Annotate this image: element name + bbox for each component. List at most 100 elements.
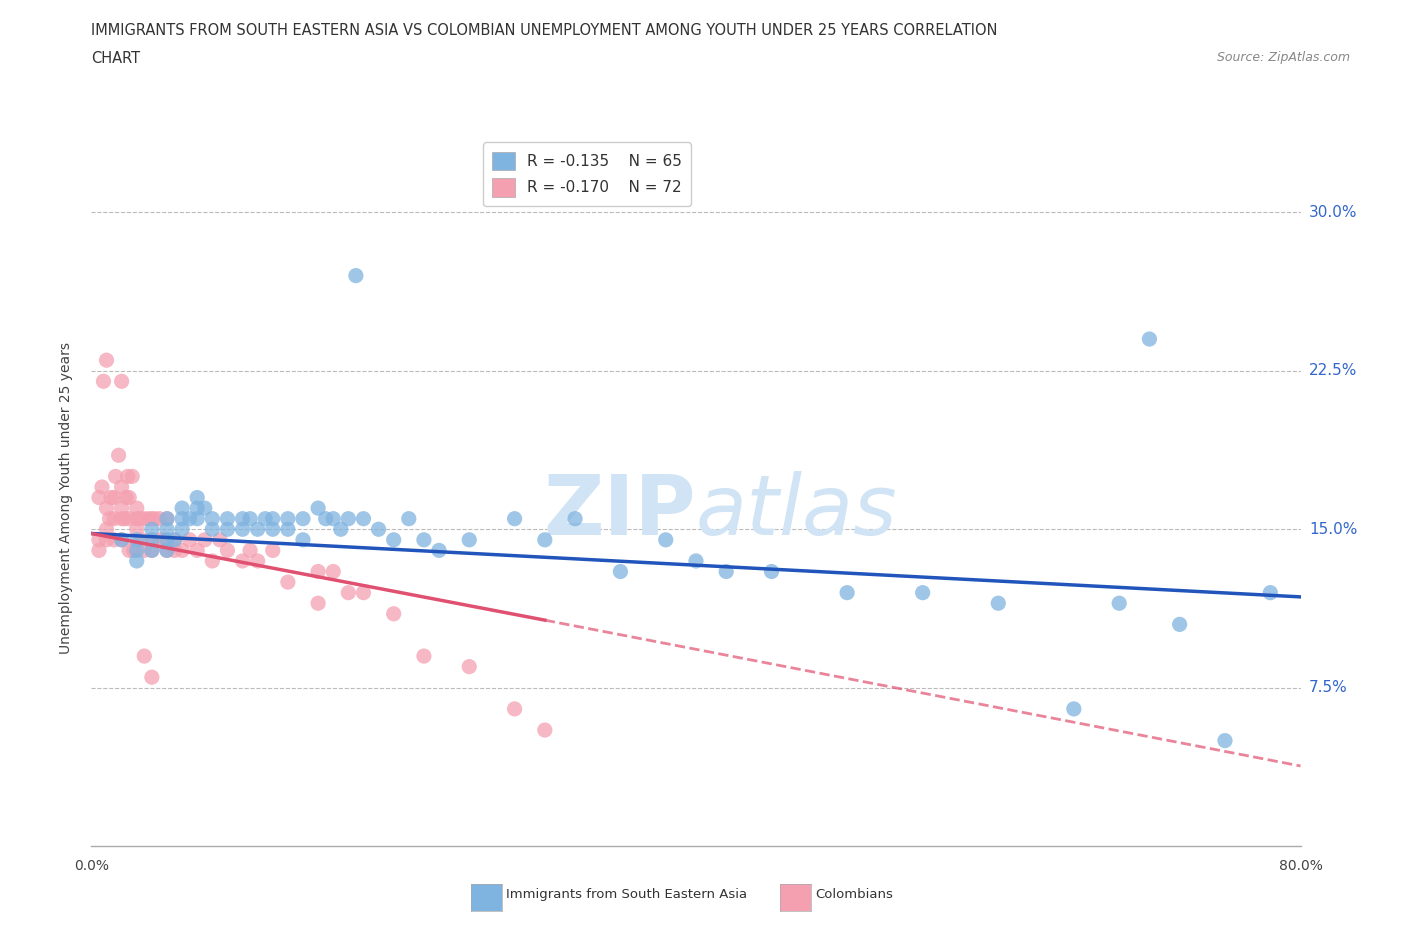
Point (533, 723, 555, 737)
Point (329, 522, 352, 537)
Point (111, 532, 132, 547)
Point (987, 596, 1010, 611)
Point (1139, 332, 1161, 347)
Point (194, 532, 217, 547)
Point (1260, 585, 1282, 600)
Point (315, 512, 337, 526)
Point (503, 701, 526, 716)
Point (103, 532, 125, 547)
Point (115, 490, 138, 505)
Point (246, 553, 269, 568)
Point (307, 596, 329, 611)
Point (125, 522, 148, 537)
Point (503, 512, 526, 526)
Point (654, 532, 676, 547)
Point (125, 532, 148, 547)
Point (163, 532, 186, 547)
Point (186, 500, 208, 515)
Point (352, 585, 374, 600)
Point (134, 512, 156, 526)
Point (201, 553, 224, 568)
Point (107, 448, 129, 463)
Point (307, 500, 329, 515)
Point (134, 648, 156, 663)
Point (685, 553, 707, 568)
Point (835, 585, 858, 600)
Point (231, 522, 253, 537)
Point (156, 512, 179, 526)
Point (103, 490, 125, 505)
Point (103, 512, 125, 526)
Point (172, 522, 194, 537)
Point (141, 543, 163, 558)
Point (141, 522, 163, 537)
Point (344, 268, 367, 283)
Text: atlas: atlas (696, 471, 897, 552)
Point (239, 543, 262, 558)
Point (100, 490, 122, 505)
Text: Immigrants from South Eastern Asia: Immigrants from South Eastern Asia (506, 888, 747, 901)
Point (367, 522, 389, 537)
Point (163, 532, 186, 547)
Point (141, 532, 163, 547)
Point (117, 469, 139, 484)
Point (156, 543, 179, 558)
Point (609, 565, 631, 579)
Point (179, 512, 201, 526)
Point (292, 532, 315, 547)
Point (337, 512, 360, 526)
Text: ZIP: ZIP (544, 471, 696, 552)
Point (1108, 596, 1130, 611)
Point (262, 512, 284, 526)
Point (398, 512, 420, 526)
Point (129, 532, 152, 547)
Point (217, 543, 239, 558)
Point (156, 522, 179, 537)
Point (292, 512, 315, 526)
Point (413, 648, 436, 663)
Text: 22.5%: 22.5% (1309, 364, 1357, 379)
Point (246, 522, 269, 537)
Point (533, 532, 555, 547)
Point (111, 480, 132, 495)
Point (114, 512, 136, 526)
Point (96, 532, 118, 547)
Text: 30.0%: 30.0% (1309, 205, 1357, 219)
Point (714, 565, 737, 579)
Point (96, 352, 118, 367)
Point (125, 543, 148, 558)
Point (262, 522, 284, 537)
Point (186, 543, 208, 558)
Point (143, 512, 166, 526)
Text: 7.5%: 7.5% (1309, 680, 1348, 696)
Text: 15.0%: 15.0% (1309, 522, 1357, 537)
Point (111, 500, 132, 515)
Point (194, 500, 217, 515)
Point (128, 512, 150, 526)
Point (118, 490, 141, 505)
Point (277, 522, 299, 537)
Point (201, 522, 224, 537)
Point (382, 532, 405, 547)
Point (458, 659, 481, 674)
Point (118, 512, 141, 526)
Text: IMMIGRANTS FROM SOUTH EASTERN ASIA VS COLOMBIAN UNEMPLOYMENT AMONG YOUTH UNDER 2: IMMIGRANTS FROM SOUTH EASTERN ASIA VS CO… (91, 23, 998, 38)
Y-axis label: Unemployment Among Youth under 25 years: Unemployment Among Youth under 25 years (59, 341, 73, 654)
Point (254, 512, 277, 526)
Point (141, 512, 163, 526)
Point (87, 532, 110, 547)
Point (1168, 617, 1191, 631)
Point (413, 532, 436, 547)
Point (337, 585, 360, 600)
Point (125, 500, 148, 515)
Point (122, 543, 145, 558)
Point (382, 606, 405, 621)
Point (231, 553, 253, 568)
Point (172, 512, 194, 526)
Point (427, 543, 450, 558)
Point (217, 512, 239, 526)
Point (186, 490, 208, 505)
Point (231, 512, 253, 526)
Point (172, 500, 194, 515)
Point (156, 532, 179, 547)
